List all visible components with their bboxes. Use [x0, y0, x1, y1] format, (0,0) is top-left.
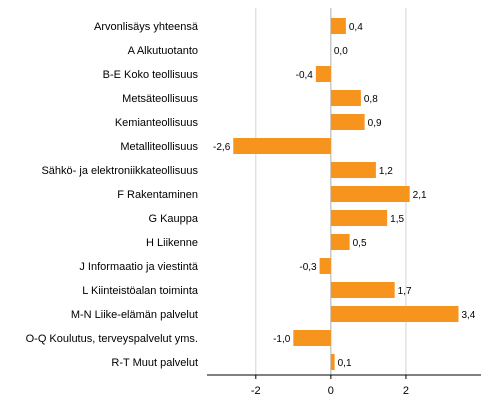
bar [315, 66, 331, 82]
value-label: 0,8 [364, 94, 378, 105]
category-label: Arvonlisäys yhteensä [94, 21, 199, 33]
bar [330, 210, 388, 226]
value-label: -1,0 [273, 334, 291, 345]
category-label: Sähkö- ja elektroniikkateollisuus [41, 165, 198, 177]
value-label: 0,4 [349, 22, 363, 33]
category-label: H Liikenne [146, 237, 198, 249]
bar [330, 282, 395, 298]
value-label: 1,5 [390, 214, 404, 225]
value-label: -0,4 [296, 70, 314, 81]
value-label: 0,0 [334, 46, 348, 57]
category-label: L Kiinteistöalan toiminta [82, 285, 199, 297]
category-label: Metalliteollisuus [120, 141, 198, 153]
category-label: Kemianteollisuus [115, 117, 199, 129]
category-label: O-Q Koulutus, terveyspalvelut yms. [26, 333, 198, 345]
bar [330, 306, 459, 322]
value-label: 1,2 [379, 166, 393, 177]
category-label: A Alkutuotanto [128, 45, 198, 57]
x-tick-label: -2 [251, 385, 261, 397]
category-label: F Rakentaminen [117, 189, 198, 201]
x-tick-label: 2 [403, 385, 409, 397]
value-label: -2,6 [213, 142, 231, 153]
category-label: Metsäteollisuus [122, 93, 198, 105]
value-label: 0,9 [368, 118, 382, 129]
bar [293, 330, 331, 346]
bar [330, 234, 350, 250]
bar [330, 114, 365, 130]
bar [319, 258, 331, 274]
category-label-layer: Arvonlisäys yhteensä A Alkutuotanto B-E Ko… [26, 21, 199, 369]
x-tick-label: 0 [328, 385, 334, 397]
value-label: 0,1 [338, 358, 352, 369]
value-label: 0,5 [353, 238, 367, 249]
category-label: R-T Muut palvelut [111, 357, 198, 369]
category-label: J Informaatio ja viestintä [79, 261, 198, 273]
bar [330, 18, 346, 34]
bar-layer [233, 18, 459, 370]
bar [330, 162, 376, 178]
bar [330, 90, 361, 106]
value-label-layer: 0,4 0,0 -0,4 0,8 0,9 -2,6 1,2 2,1 1,5 0,5 -0,3 1,7 3… [213, 22, 476, 369]
category-label: M-N Liike-elämän palvelut [71, 309, 198, 321]
value-label: 3,4 [461, 310, 475, 321]
bar [330, 354, 335, 370]
bar [233, 138, 331, 154]
bar [330, 186, 410, 202]
category-label: B-E Koko teollisuus [103, 69, 199, 81]
value-label: 1,7 [398, 286, 412, 297]
x-axis: -2 0 2 [207, 374, 481, 397]
value-label: 2,1 [413, 190, 427, 201]
category-label: G Kauppa [148, 213, 198, 225]
value-label: -0,3 [299, 262, 317, 273]
